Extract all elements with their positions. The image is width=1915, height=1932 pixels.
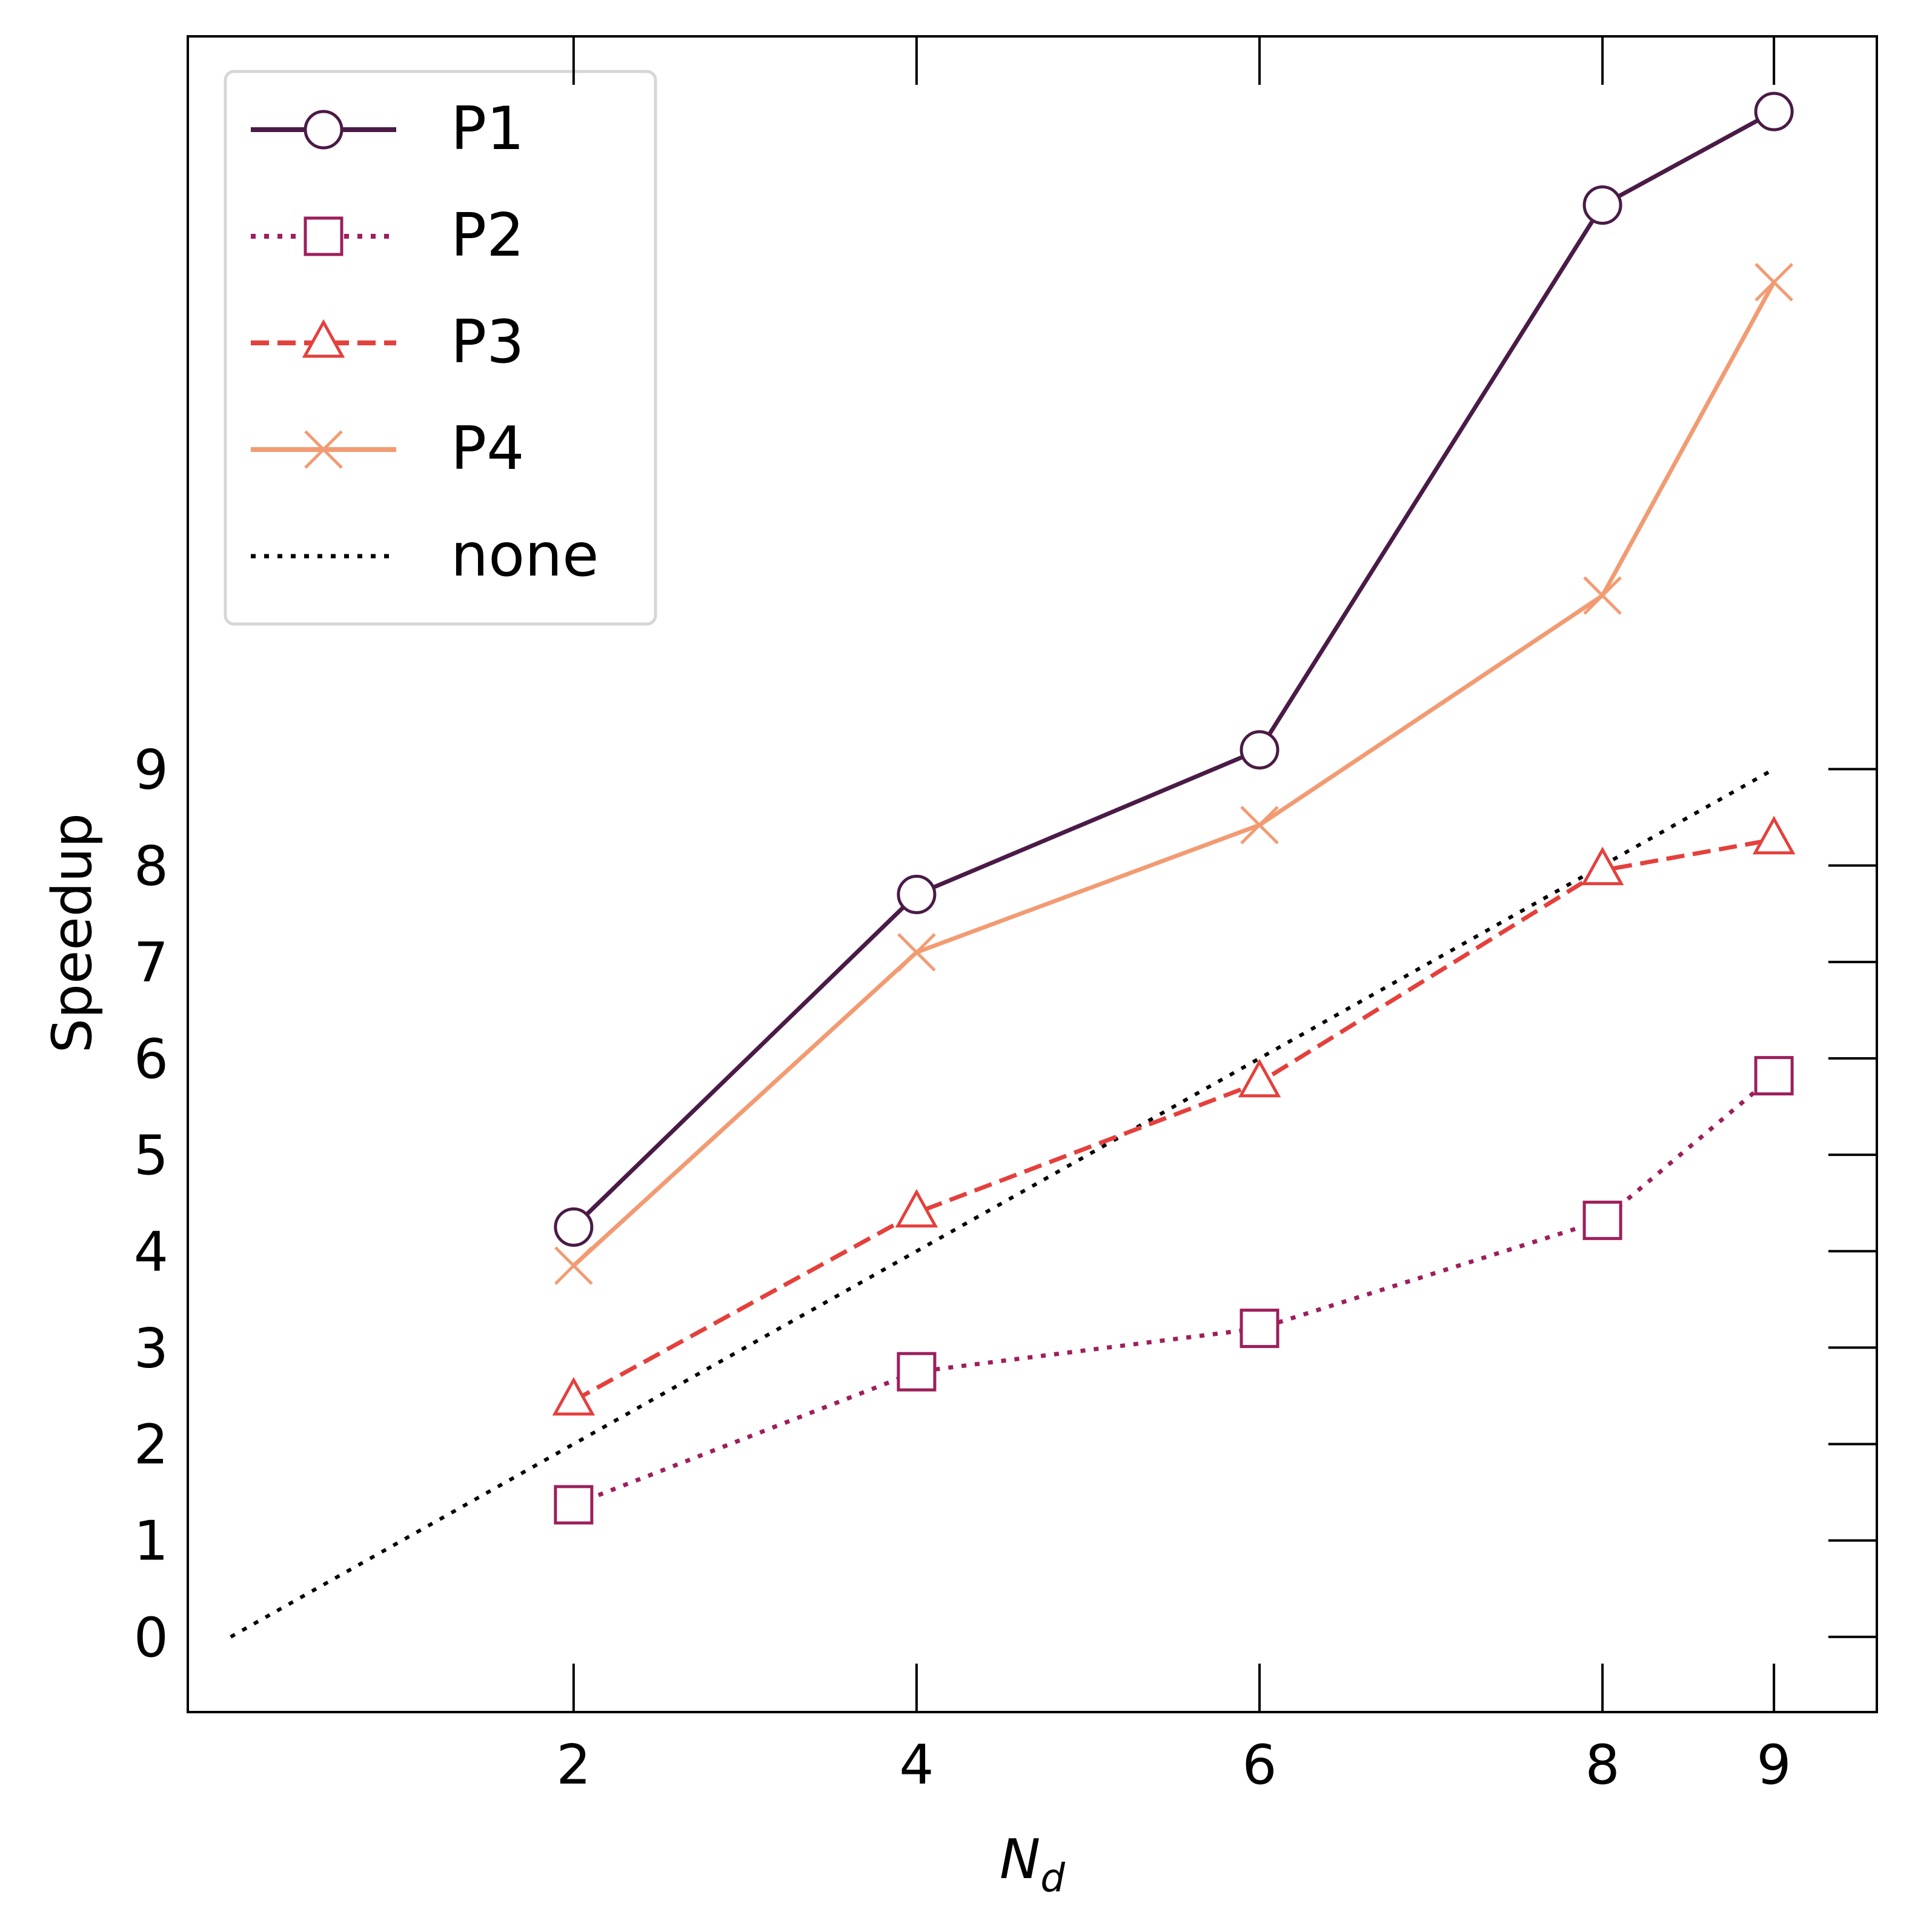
series-p3 bbox=[552, 815, 1796, 1416]
legend-entry-p3: P3 bbox=[251, 308, 524, 377]
series-p3-point bbox=[895, 1189, 938, 1228]
legend-label-p4: P4 bbox=[451, 414, 524, 483]
series-p2 bbox=[554, 1056, 1794, 1525]
legend-label-none: none bbox=[451, 521, 599, 590]
legend-marker-p1 bbox=[304, 110, 344, 150]
series-p1-point bbox=[554, 1207, 594, 1247]
x-tick-label: 9 bbox=[1757, 1733, 1791, 1797]
series-p2-point bbox=[1240, 1309, 1279, 1349]
series-p4-point bbox=[1754, 263, 1793, 302]
x-tick-label: 2 bbox=[556, 1733, 591, 1797]
series-p1-point bbox=[1582, 185, 1622, 225]
legend-label-p3: P3 bbox=[451, 308, 524, 377]
x-tick-label: 4 bbox=[899, 1733, 934, 1797]
series-p1-point bbox=[1240, 730, 1279, 770]
series-p2-line bbox=[573, 1074, 1776, 1507]
legend-marker-p3 bbox=[302, 319, 345, 358]
marker-x-stroke bbox=[1240, 806, 1279, 845]
series-p2-point bbox=[897, 1352, 937, 1392]
marker-x-stroke bbox=[304, 430, 343, 469]
legend-label-p1: P1 bbox=[451, 95, 524, 164]
marker-x-stroke bbox=[897, 933, 936, 972]
y-tick-label: 4 bbox=[134, 1220, 168, 1284]
marker-x-stroke bbox=[1583, 576, 1622, 615]
series-p2-point bbox=[1582, 1200, 1622, 1240]
x-axis-label: Nd bbox=[1000, 1828, 1065, 1901]
y-tick-label: 7 bbox=[134, 931, 168, 995]
plot-frame bbox=[187, 35, 1878, 1713]
plot-marks bbox=[230, 91, 1796, 1639]
series-p3-point bbox=[552, 1376, 596, 1416]
x-axis-label-subscript: d bbox=[1040, 1856, 1065, 1901]
series-p1-point bbox=[897, 874, 937, 914]
series-p4-point bbox=[1583, 576, 1622, 615]
series-p4-point bbox=[554, 1246, 593, 1285]
series-p3-line bbox=[573, 837, 1774, 1403]
series-p1 bbox=[554, 91, 1794, 1247]
y-tick-label: 6 bbox=[134, 1027, 168, 1091]
legend-label-p2: P2 bbox=[451, 201, 524, 270]
series-p4-line bbox=[572, 281, 1776, 1267]
legend-marker-p4 bbox=[304, 430, 343, 469]
series-p3-point bbox=[1581, 846, 1624, 886]
axis-ticks: 2 4 6 8 9 0 1 2 3 4 5 6 7 8 9 bbox=[134, 36, 1877, 1797]
legend-marker-p2 bbox=[304, 216, 344, 256]
legend-entry-none: none bbox=[251, 521, 599, 590]
y-tick-label: 1 bbox=[134, 1510, 168, 1573]
series-none bbox=[230, 767, 1775, 1639]
marker-x-stroke bbox=[1754, 263, 1793, 302]
y-tick-label: 0 bbox=[134, 1606, 168, 1670]
marker-x-stroke bbox=[554, 1246, 593, 1285]
series-p3-point bbox=[1752, 815, 1796, 855]
y-tick-label: 5 bbox=[134, 1124, 168, 1187]
y-tick-label: 9 bbox=[134, 739, 168, 802]
x-tick-label: 8 bbox=[1585, 1733, 1619, 1797]
legend-box bbox=[224, 70, 657, 626]
series-p4-point bbox=[1240, 806, 1279, 845]
series-p3-point bbox=[1238, 1058, 1281, 1098]
legend-entry-p2: P2 bbox=[251, 201, 524, 270]
series-p1-point bbox=[1754, 91, 1794, 131]
series-p4-point bbox=[897, 933, 936, 972]
series-none-line bbox=[230, 767, 1775, 1639]
legend-entry-p1: P1 bbox=[251, 95, 524, 164]
y-tick-label: 3 bbox=[134, 1316, 168, 1380]
legend-entry-p4: P4 bbox=[251, 414, 524, 483]
x-axis-label-main: N bbox=[1000, 1828, 1040, 1891]
series-p4 bbox=[554, 263, 1793, 1285]
y-tick-label: 2 bbox=[134, 1413, 168, 1477]
x-tick-label: 6 bbox=[1242, 1733, 1276, 1797]
y-tick-label: 8 bbox=[134, 835, 168, 898]
series-p2-point bbox=[554, 1485, 594, 1525]
legend: P1 P2 P3 P4 none bbox=[224, 70, 657, 626]
y-axis-label: Speedup bbox=[41, 813, 104, 1053]
series-p1-line bbox=[572, 110, 1775, 1229]
series-p2-point bbox=[1754, 1056, 1794, 1096]
